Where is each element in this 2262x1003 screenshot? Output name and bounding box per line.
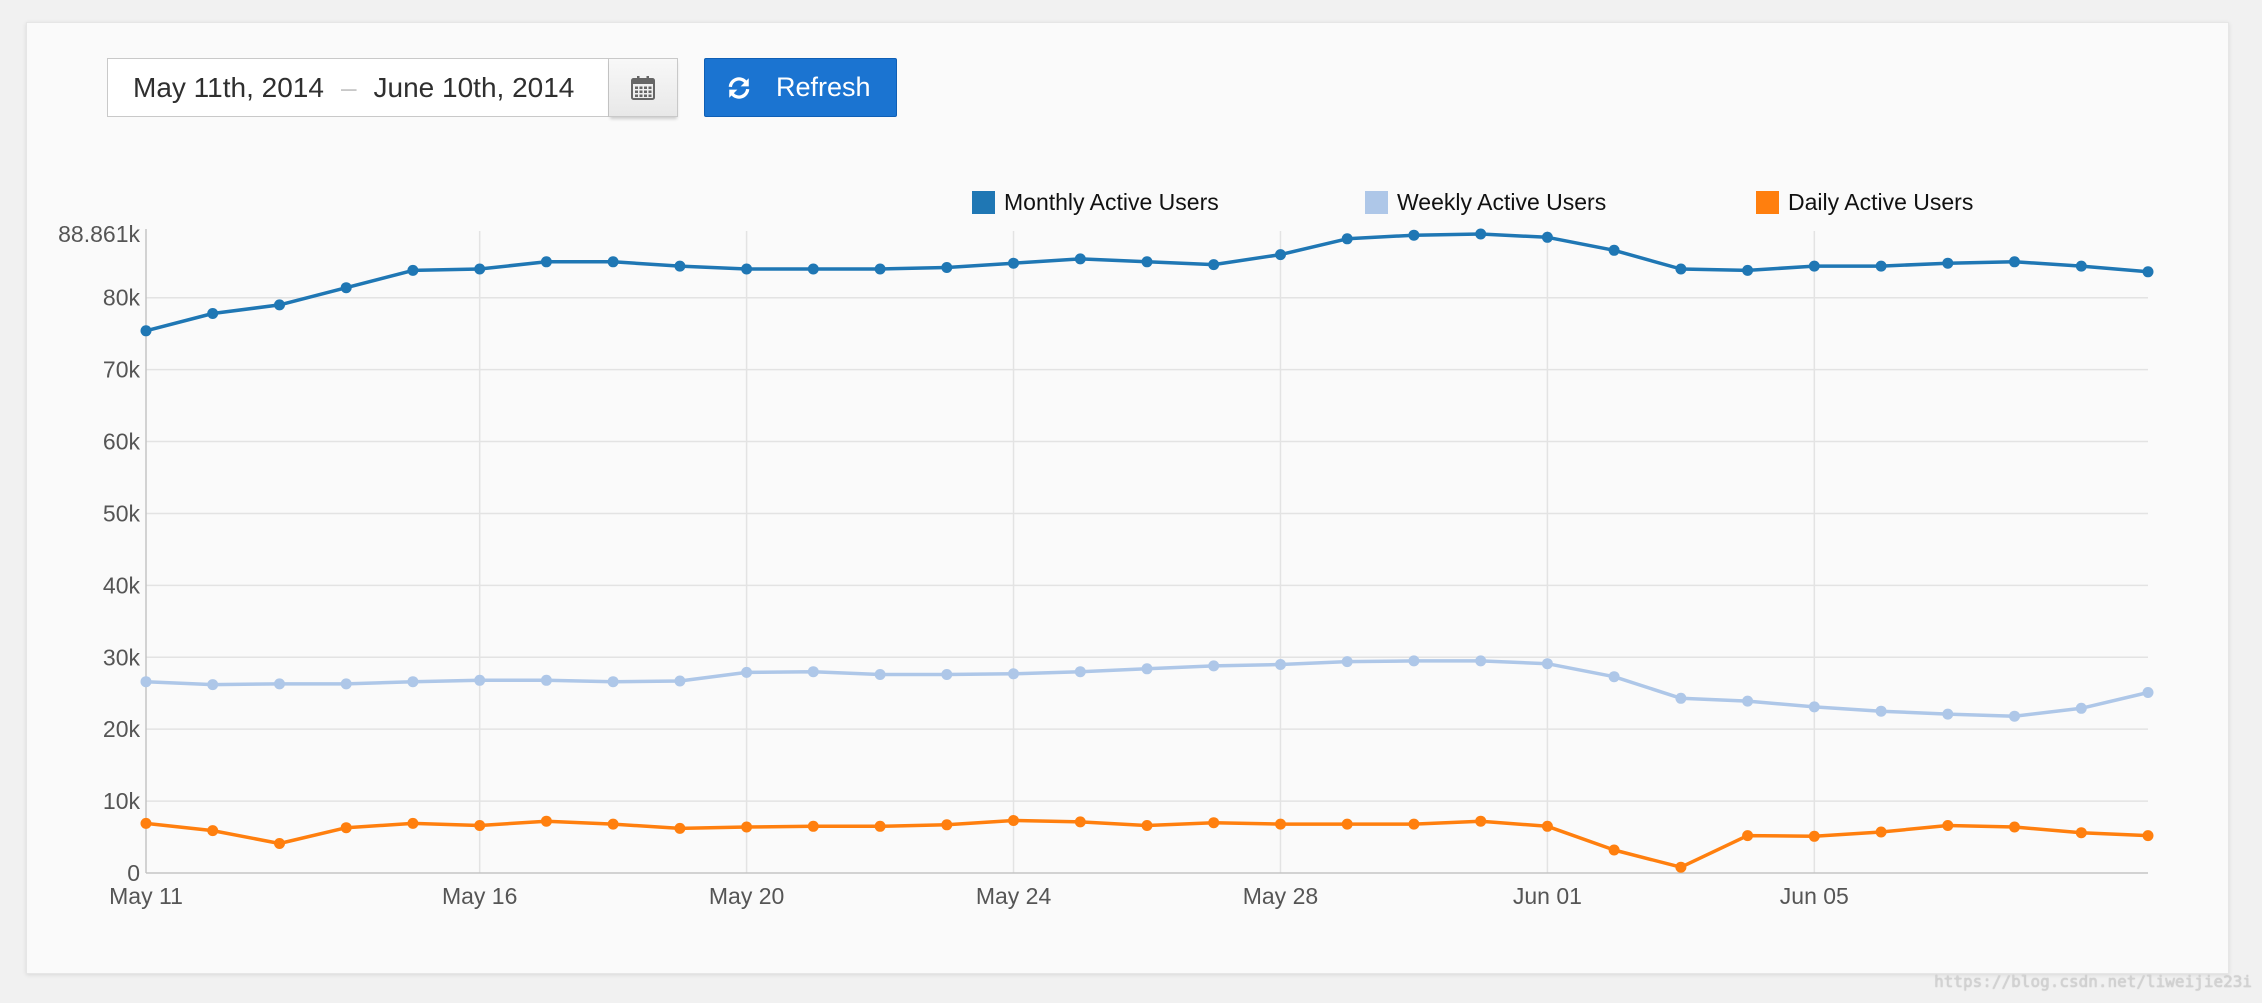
legend-item-weekly-active-users[interactable]: Weekly Active Users (1365, 188, 1607, 215)
legend-label: Weekly Active Users (1397, 188, 1607, 215)
legend-swatch (1756, 190, 1779, 214)
dashboard-card (26, 22, 2229, 974)
legend-swatch (1365, 190, 1388, 214)
date-range-input[interactable]: May 11th, 2014 – June 10th, 2014 (107, 58, 609, 117)
start-date: May 11th, 2014 (133, 71, 324, 103)
end-date: June 10th, 2014 (373, 71, 575, 103)
date-separator: – (340, 71, 357, 103)
refresh-button[interactable]: Refresh (704, 58, 897, 117)
legend-label: Daily Active Users (1788, 188, 1974, 215)
legend-swatch (972, 190, 995, 214)
legend-item-monthly-active-users[interactable]: Monthly Active Users (972, 188, 1219, 215)
watermark: https://blog.csdn.net/liweijie23i (1934, 972, 2252, 991)
calendar-icon (631, 75, 655, 100)
refresh-icon (726, 75, 752, 101)
refresh-button-label: Refresh (776, 72, 871, 102)
date-range-picker: May 11th, 2014 – June 10th, 2014 (107, 58, 678, 117)
legend-label: Monthly Active Users (1004, 188, 1219, 215)
legend-item-daily-active-users[interactable]: Daily Active Users (1756, 188, 1974, 215)
calendar-button[interactable] (609, 58, 678, 117)
